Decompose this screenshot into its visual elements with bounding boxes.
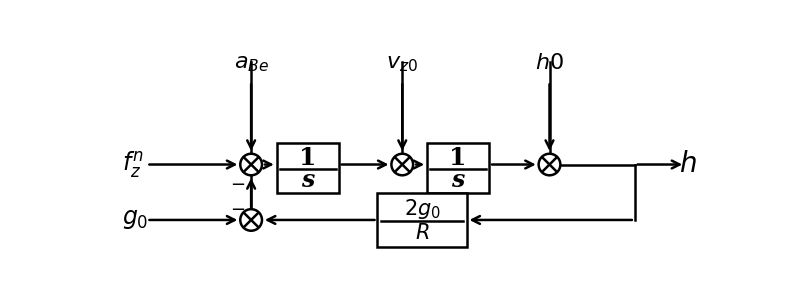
Text: $v_{z0}$: $v_{z0}$ [386, 52, 418, 74]
Text: s: s [451, 168, 465, 192]
Text: $h0$: $h0$ [535, 52, 564, 74]
Text: $-$: $-$ [230, 200, 246, 217]
Bar [427, 143, 489, 193]
Text: s: s [301, 168, 314, 192]
Circle shape [240, 154, 262, 175]
Bar [277, 143, 338, 193]
Text: $f_z^n$: $f_z^n$ [122, 149, 143, 180]
Text: $h$: $h$ [679, 151, 697, 178]
Circle shape [538, 154, 560, 175]
Text: $2g_0$: $2g_0$ [403, 197, 441, 221]
Text: 1: 1 [299, 146, 316, 170]
Text: $R$: $R$ [414, 223, 430, 243]
Bar [378, 193, 466, 247]
Circle shape [391, 154, 413, 175]
Circle shape [240, 209, 262, 231]
Text: 1: 1 [450, 146, 466, 170]
Text: $a_{Be}$: $a_{Be}$ [234, 52, 269, 74]
Text: $g_0$: $g_0$ [122, 208, 148, 231]
Text: $-$: $-$ [230, 174, 246, 192]
